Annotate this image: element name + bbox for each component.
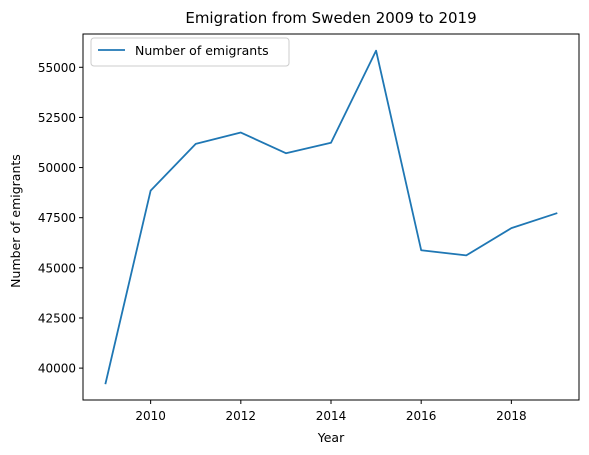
- y-tick-label: 55000: [38, 61, 76, 75]
- legend: Number of emigrants: [90, 37, 290, 67]
- x-axis-label: Year: [317, 430, 345, 445]
- y-tick-label: 45000: [38, 261, 76, 275]
- x-tick-label: 2016: [406, 409, 437, 423]
- legend-box: [90, 37, 290, 67]
- y-axis-label: Number of emigrants: [8, 154, 23, 288]
- plot-area: 2010 2012 2014 2016 2018 40000 42500 45000 47500…: [38, 33, 580, 423]
- x-tick-label: 2014: [316, 409, 347, 423]
- y-tick-label: 42500: [38, 311, 76, 325]
- legend-label: Number of emigrants: [135, 43, 269, 58]
- y-tick-label: 47500: [38, 211, 76, 225]
- x-tick-label: 2018: [496, 409, 527, 423]
- y-tick-label: 40000: [38, 362, 76, 376]
- x-tick-label: 2010: [135, 409, 166, 423]
- y-tick-label: 52500: [38, 111, 76, 125]
- chart-title: Emigration from Sweden 2009 to 2019: [185, 9, 476, 27]
- x-tick-label: 2012: [226, 409, 257, 423]
- y-tick-label: 50000: [38, 161, 76, 175]
- series-line-0: [104, 49, 558, 385]
